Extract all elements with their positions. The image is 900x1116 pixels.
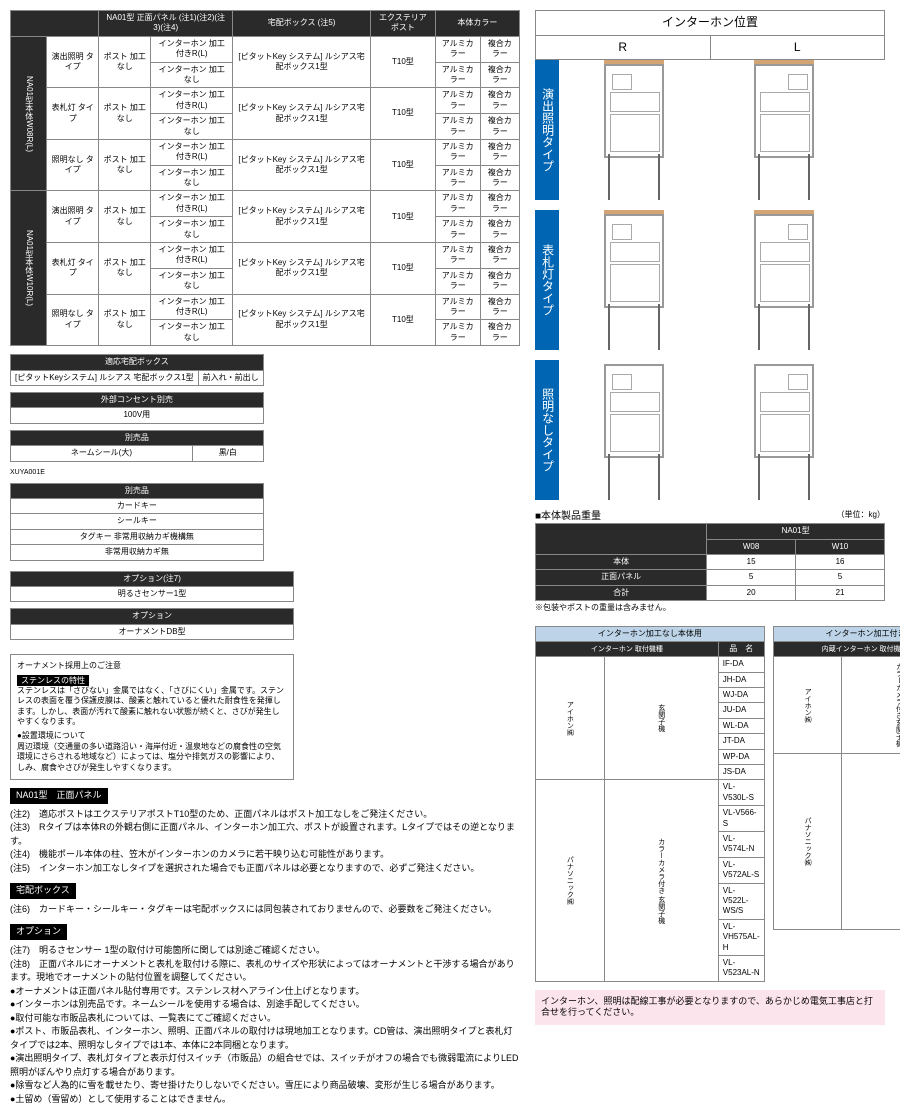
pink-note: インターホン、照明は配線工事が必要となりますので、あらかじめ電気工事店と打合せを… — [535, 990, 885, 1025]
option2-box: オプション オーナメントDB型 — [10, 608, 294, 640]
betsubai-box: 別売品 ネームシール(大)黒/白 — [10, 430, 264, 462]
option1-box: オプション(注7) 明るさセンサー1型 — [10, 571, 294, 603]
delivery-box-notes: (注6) カードキー・シールキー・タグキーは宅配ボックスには同包装されておりませ… — [10, 903, 520, 917]
caution-box: オーナメント採用上のご注意 ステンレスの特性 ステンレスは「さびない」金属ではな… — [10, 654, 294, 780]
option-notes: (注7) 明るさセンサー 1型の取付け可能箇所に関しては別途ご確認ください。 (… — [10, 944, 520, 1106]
product-row: 照明なしタイプ — [535, 360, 885, 500]
betsubai2-box: 別売品 カードキー シールキー タグキー 非常用収納カギ機構無 非常用収納カギ無 — [10, 483, 264, 561]
product-row: 演出照明タイプ — [535, 60, 885, 200]
delivery-box-hdr: 宅配ボックス — [10, 883, 76, 899]
main-spec-table: NA01型 正面パネル (注1)(注2)(注3)(注4) 宅配ボックス (注5)… — [10, 10, 520, 346]
device-table: インターホン加工なし本体用インターホン 取付機種品 名アイホン㈱玄関子機IF-D… — [535, 626, 765, 982]
weight-table: NA01型 W08W10 本体1516正面パネル55合計2021 — [535, 523, 885, 601]
front-panel-hdr: NA01型 正面パネル — [10, 788, 108, 804]
device-table: インターホン加工付き本体用 (注3)内蔵インターホン 取付機種品 名アイホン㈱カ… — [773, 626, 900, 930]
tekiou-box: 適応宅配ボックス [ピタットKeyシステム] ルシアス 宅配ボックス1型前入れ・… — [10, 354, 264, 386]
front-panel-notes: (注2) 適応ポストはエクステリアポストT10型のため、正面パネルはポスト加工な… — [10, 808, 520, 876]
weight-title: ■本体製品重量 — [535, 511, 601, 522]
option-hdr: オプション — [10, 924, 67, 940]
product-row: 表札灯タイプ — [535, 210, 885, 350]
interphone-pos-table: インターホン位置 RL — [535, 10, 885, 60]
outlet-box: 外部コンセント別売 100V用 — [10, 392, 264, 424]
